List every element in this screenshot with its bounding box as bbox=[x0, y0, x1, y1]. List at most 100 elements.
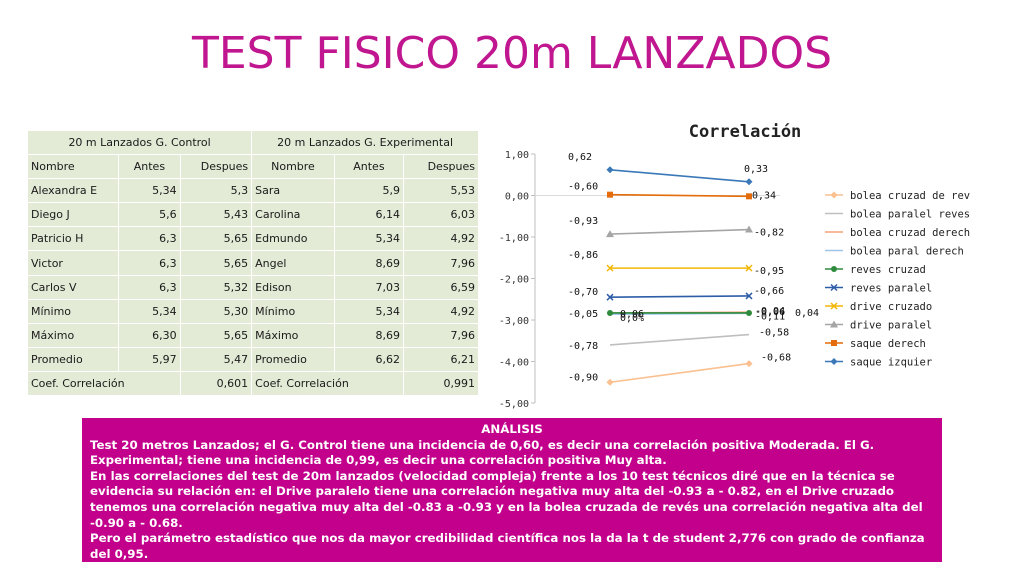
table-cell: 4,92 bbox=[403, 226, 479, 252]
column-header: Nombre bbox=[26, 154, 120, 180]
series-line bbox=[609, 333, 750, 346]
table-row: Carlos V 6,3 5,32 Edison 7,03 6,59 bbox=[26, 274, 479, 300]
table-cell: Angel bbox=[251, 250, 335, 276]
table-cell: 8,69 bbox=[333, 250, 405, 276]
corr-value-control: 0,601 bbox=[179, 370, 253, 397]
data-label: -0,82 bbox=[754, 228, 784, 239]
y-tick-label: -1,00 bbox=[499, 233, 529, 244]
table-cell: 5,32 bbox=[179, 274, 253, 300]
table-cell: Edison bbox=[251, 274, 335, 300]
legend-label: reves paralel bbox=[850, 283, 932, 295]
point bbox=[606, 166, 614, 174]
data-labels: -0,90 -0,68 -0,78 -0,58 -0,05 -0,04 0,0% -0,11 0… bbox=[568, 152, 819, 383]
corr-label-experimental: Coef. Correlación bbox=[251, 370, 405, 397]
series-line bbox=[609, 168, 750, 183]
data-label: -0,86 bbox=[568, 250, 598, 261]
point bbox=[606, 264, 614, 272]
legend-label: bolea cruzad derech bbox=[850, 227, 970, 239]
data-label: 0,33 bbox=[744, 164, 768, 175]
point bbox=[831, 266, 837, 272]
table-cell: 6,59 bbox=[403, 274, 479, 300]
data-label: -0,90 bbox=[568, 372, 598, 383]
corr-label-control: Coef. Correlación bbox=[27, 370, 181, 397]
table-cell: Patricio H bbox=[26, 226, 120, 252]
table-cell: 5,65 bbox=[179, 250, 253, 276]
table-cell: Edmundo bbox=[251, 226, 335, 252]
table-cell: 5,34 bbox=[118, 298, 181, 324]
legend-label: saque derech bbox=[850, 338, 926, 350]
corr-value-experimental: 0,991 bbox=[403, 370, 479, 397]
table-cell: 6,3 bbox=[118, 274, 181, 300]
table-cell: Máximo bbox=[251, 322, 335, 348]
chart-title: Correlación bbox=[689, 122, 802, 142]
legend-label: bolea paral derech bbox=[850, 246, 964, 258]
table-cell: Alexandra E bbox=[26, 178, 120, 204]
table-cell: 5,97 bbox=[118, 346, 181, 372]
point bbox=[830, 358, 838, 365]
point bbox=[606, 293, 614, 301]
results-table: 20 m Lanzados G. Control 20 m Lanzados G… bbox=[26, 129, 479, 397]
point bbox=[745, 264, 753, 272]
table-cell: 5,3 bbox=[179, 178, 253, 204]
table-cell: 6,14 bbox=[333, 202, 405, 228]
table-cell: 5,30 bbox=[179, 298, 253, 324]
table-row: Mínimo 5,34 5,30 Mínimo 5,34 4,92 bbox=[26, 298, 479, 324]
data-label: -0,06 bbox=[755, 307, 785, 318]
analysis-box: ANÁLISIS Test 20 metros Lanzados; el G. … bbox=[82, 418, 942, 562]
table-group-row: 20 m Lanzados G. Control 20 m Lanzados G… bbox=[26, 129, 479, 156]
table-cell: 7,96 bbox=[403, 322, 479, 348]
data-label: 0,62 bbox=[568, 152, 592, 163]
point bbox=[745, 178, 753, 186]
analysis-paragraph: Test 20 metros Lanzados; el G. Control t… bbox=[90, 437, 875, 468]
table-cell: Sara bbox=[251, 178, 335, 204]
column-header: Antes bbox=[118, 154, 181, 180]
group-control-header: 20 m Lanzados G. Control bbox=[26, 129, 253, 156]
series-line bbox=[609, 362, 750, 384]
table-cell: 8,69 bbox=[333, 322, 405, 348]
y-axis: 1,00 0,00 -1,00 -2,00 -3,00 -4,00 -5,00 bbox=[499, 150, 780, 410]
table-header-row: Nombre Antes Despues Nombre Antes Despue… bbox=[26, 154, 479, 180]
point bbox=[745, 225, 753, 233]
table-cell: Diego J bbox=[26, 202, 120, 228]
series-lines bbox=[606, 166, 753, 386]
point bbox=[745, 292, 753, 300]
table-cell: 5,34 bbox=[333, 226, 405, 252]
data-label: -0,60 bbox=[568, 182, 598, 193]
data-label: -0,58 bbox=[759, 328, 789, 339]
point bbox=[830, 302, 838, 310]
point bbox=[830, 191, 838, 199]
point bbox=[831, 340, 837, 346]
data-label: -0,95 bbox=[754, 266, 784, 277]
group-experimental-header: 20 m Lanzados G. Experimental bbox=[251, 129, 479, 156]
table-cell: 6,62 bbox=[333, 346, 405, 372]
data-label: -0,68 bbox=[761, 353, 791, 364]
data-label: -0,11 bbox=[755, 311, 785, 322]
point bbox=[606, 378, 614, 386]
table-row: Alexandra E 5,34 5,3 Sara 5,9 5,53 bbox=[26, 178, 479, 204]
table-cell: 5,65 bbox=[179, 226, 253, 252]
data-label: 0,06 bbox=[620, 309, 644, 320]
table-cell: 6,30 bbox=[118, 322, 181, 348]
point bbox=[745, 360, 753, 368]
data-label: -0,70 bbox=[568, 287, 598, 298]
table-cell: Mínimo bbox=[251, 298, 335, 324]
table-cell: 6,3 bbox=[118, 250, 181, 276]
legend-label: bolea paralel reves bbox=[850, 209, 970, 221]
table-row: Promedio 5,97 5,47 Promedio 6,62 6,21 bbox=[26, 346, 479, 372]
data-label: -0,66 bbox=[754, 286, 784, 297]
table-cell: 5,34 bbox=[118, 178, 181, 204]
point bbox=[607, 191, 613, 198]
table-cell: Promedio bbox=[26, 346, 120, 372]
table-row-correlation: Coef. Correlación 0,601 Coef. Correlació… bbox=[27, 370, 479, 397]
column-header: Despues bbox=[403, 154, 479, 180]
analysis-heading: ANÁLISIS bbox=[481, 422, 543, 436]
table-cell: Carlos V bbox=[26, 274, 120, 300]
y-tick-label: -3,00 bbox=[499, 316, 529, 327]
series-line bbox=[609, 193, 750, 198]
point bbox=[607, 309, 613, 316]
y-tick-label: 0,00 bbox=[505, 192, 529, 203]
point bbox=[746, 309, 752, 316]
table-cell: Carolina bbox=[251, 202, 335, 228]
table-cell: 6,03 bbox=[403, 202, 479, 228]
table-row: Victor 6,3 5,65 Angel 8,69 7,96 bbox=[26, 250, 479, 276]
